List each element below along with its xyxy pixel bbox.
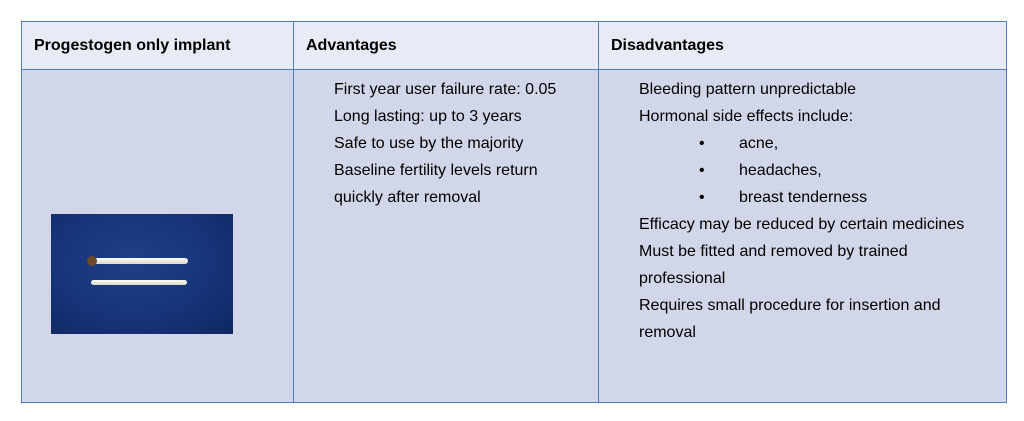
side-effect-item: • headaches, (699, 157, 988, 184)
implant-rod-tip (87, 256, 97, 266)
content-row: First year user failure rate: 0.05 Long … (21, 69, 1007, 403)
advantage-item: Long lasting: up to 3 years (334, 108, 522, 125)
advantage-item: First year user failure rate: 0.05 (334, 81, 557, 98)
disadvantage-item: Efficacy may be reduced by certain medic… (639, 216, 965, 233)
disadvantage-item: Hormonal side effects include: (639, 108, 854, 125)
header-row: Progestogen only implant Advantages Disa… (21, 21, 1007, 70)
header-implant: Progestogen only implant (21, 21, 294, 70)
advantages-cell: First year user failure rate: 0.05 Long … (293, 69, 599, 403)
disadvantage-item: Requires small procedure for insertion a… (639, 297, 941, 341)
advantages-list: First year user failure rate: 0.05 Long … (294, 70, 598, 211)
implant-rod-bottom (91, 280, 187, 285)
disadvantage-item: Bleeding pattern unpredictable (639, 81, 857, 98)
side-effect-item: • breast tenderness (699, 184, 988, 211)
implant-rod-top (90, 258, 188, 264)
comparison-table: Progestogen only implant Advantages Disa… (21, 21, 1007, 403)
side-effect-label: acne, (739, 135, 779, 152)
header-advantages: Advantages (293, 21, 599, 70)
disadvantages-list: Bleeding pattern unpredictable Hormonal … (599, 70, 1006, 346)
bullet-icon: • (699, 135, 705, 152)
side-effect-label: breast tenderness (739, 189, 868, 206)
side-effects-sublist-container: • acne, • headaches, • breast tenderness (639, 130, 988, 211)
bullet-icon: • (699, 162, 705, 179)
advantage-item: Safe to use by the majority (334, 135, 524, 152)
side-effect-item: • acne, (699, 130, 988, 157)
side-effects-sublist: • acne, • headaches, • breast tenderness (639, 130, 988, 211)
disadvantages-cell: Bleeding pattern unpredictable Hormonal … (598, 69, 1007, 403)
implant-photo (51, 214, 233, 334)
bullet-icon: • (699, 189, 705, 206)
disadvantage-item: Must be fitted and removed by trained pr… (639, 243, 908, 287)
implant-image-cell (21, 69, 294, 403)
side-effect-label: headaches, (739, 162, 822, 179)
header-disadvantages: Disadvantages (598, 21, 1007, 70)
advantage-item: Baseline fertility levels return quickly… (334, 162, 538, 206)
